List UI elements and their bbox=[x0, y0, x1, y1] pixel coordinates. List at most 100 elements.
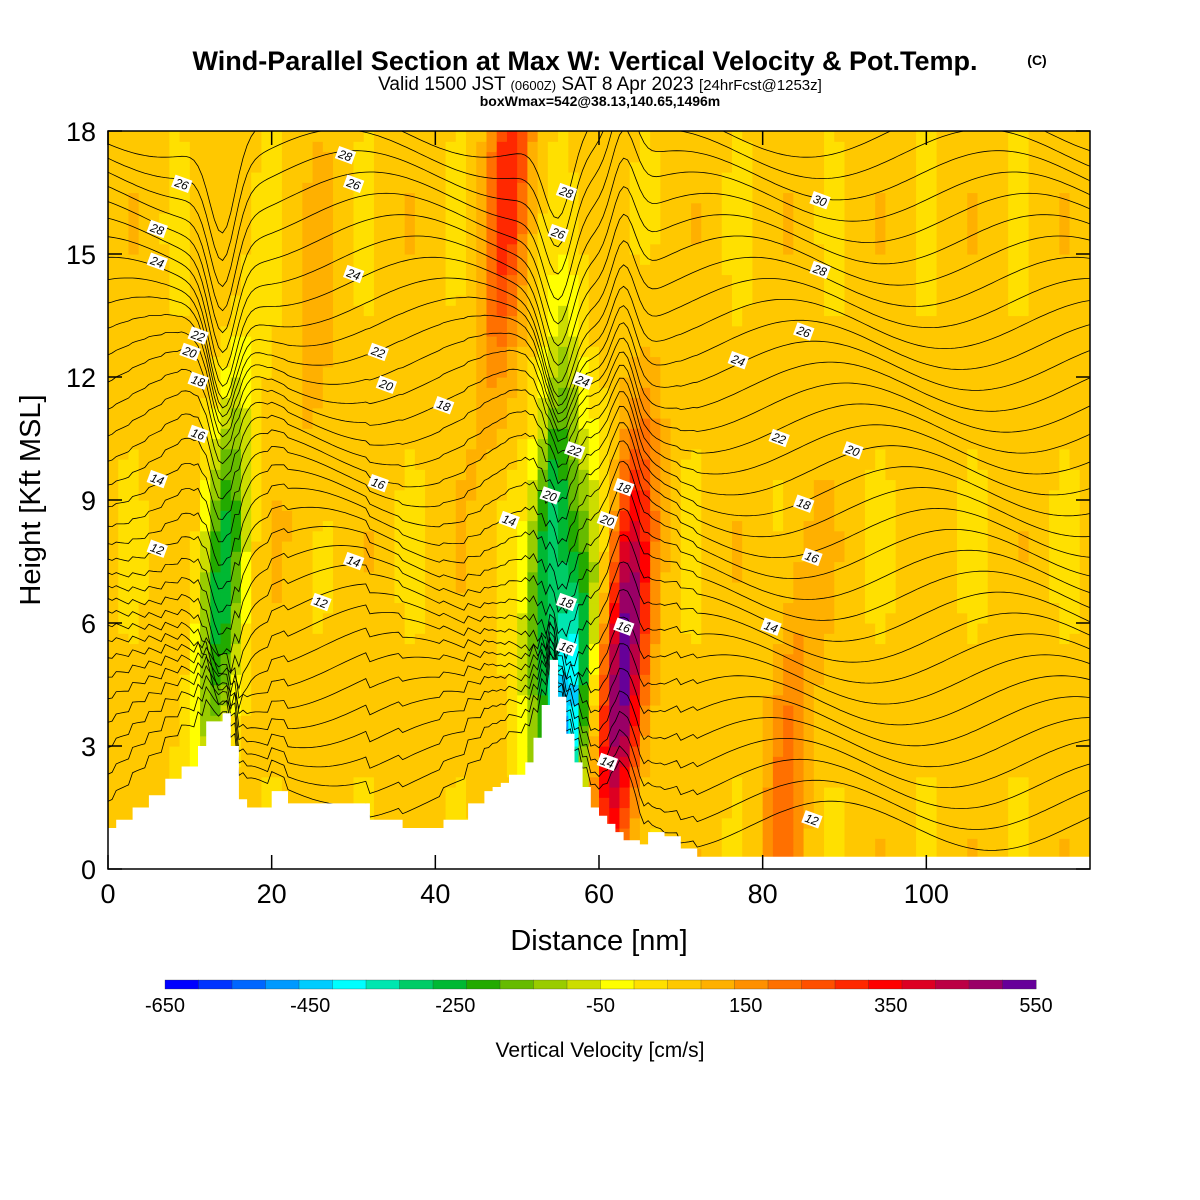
field-cell bbox=[619, 520, 631, 532]
field-cell bbox=[466, 131, 477, 142]
field-cell bbox=[772, 254, 784, 265]
field-cell bbox=[220, 366, 232, 378]
field-cell bbox=[476, 592, 488, 604]
box-wmax-info: boxWmax=542@38.13,140.65,1496m bbox=[480, 93, 721, 109]
field-cell bbox=[558, 500, 569, 511]
field-cell bbox=[803, 213, 815, 224]
field-cell bbox=[486, 377, 498, 388]
field-cell bbox=[691, 530, 702, 542]
field-cell bbox=[742, 520, 754, 532]
field-cell bbox=[292, 500, 303, 511]
field-cell bbox=[476, 387, 488, 399]
field-cell bbox=[609, 141, 621, 153]
field-cell bbox=[701, 848, 713, 860]
field-cell bbox=[588, 223, 600, 235]
field-cell bbox=[701, 725, 713, 737]
field-cell bbox=[578, 233, 590, 245]
field-cell bbox=[629, 776, 641, 788]
field-cell bbox=[547, 161, 559, 173]
field-cell bbox=[639, 612, 651, 624]
field-cell bbox=[793, 653, 805, 665]
field-cell bbox=[425, 387, 436, 399]
field-cell bbox=[343, 715, 355, 727]
field-cell bbox=[609, 582, 621, 593]
field-cell bbox=[251, 746, 263, 757]
field-cell bbox=[251, 530, 263, 542]
field-cell bbox=[711, 387, 723, 399]
field-cell bbox=[363, 295, 375, 306]
field-cell bbox=[333, 602, 344, 614]
field-cell bbox=[108, 264, 119, 276]
field-cell bbox=[813, 653, 825, 665]
field-cell bbox=[138, 746, 150, 757]
field-cell bbox=[322, 705, 334, 716]
field-cell bbox=[251, 233, 263, 245]
field-cell bbox=[803, 694, 815, 706]
field-cell bbox=[373, 551, 385, 563]
field-cell bbox=[240, 182, 252, 194]
field-cell bbox=[363, 131, 375, 142]
field-cell bbox=[455, 787, 467, 798]
field-cell bbox=[772, 387, 784, 399]
field-cell bbox=[568, 489, 580, 501]
field-cell bbox=[128, 448, 140, 460]
field-cell bbox=[639, 571, 651, 583]
field-cell bbox=[547, 131, 559, 142]
field-cell bbox=[200, 530, 211, 542]
field-cell bbox=[721, 582, 733, 593]
field-cell bbox=[721, 295, 733, 306]
field-cell bbox=[629, 817, 641, 829]
field-cell bbox=[547, 510, 559, 522]
field-cell bbox=[292, 274, 303, 286]
field-cell bbox=[629, 571, 641, 583]
field-cell bbox=[650, 141, 661, 153]
field-cell bbox=[466, 448, 477, 460]
field-cell bbox=[220, 223, 232, 235]
field-cell bbox=[721, 520, 733, 532]
field-cell bbox=[353, 643, 365, 655]
field-cell bbox=[588, 633, 600, 645]
field-cell bbox=[527, 448, 539, 460]
field-cell bbox=[445, 746, 457, 757]
field-cell bbox=[680, 356, 692, 368]
field-cell bbox=[486, 243, 498, 255]
field-cell bbox=[701, 284, 713, 296]
field-cell bbox=[363, 141, 375, 153]
field-cell bbox=[118, 407, 130, 419]
field-cell bbox=[292, 315, 303, 327]
field-cell bbox=[138, 674, 150, 686]
field-cell bbox=[691, 264, 702, 276]
field-cell bbox=[271, 684, 283, 696]
field-cell bbox=[670, 817, 682, 829]
field-cell bbox=[609, 407, 621, 419]
field-cell bbox=[425, 787, 436, 798]
field-cell bbox=[609, 397, 621, 409]
field-cell bbox=[261, 797, 273, 809]
field-cell bbox=[251, 756, 263, 768]
field-cell bbox=[292, 561, 303, 573]
field-cell bbox=[179, 131, 191, 142]
field-cell bbox=[711, 469, 723, 481]
field-cell bbox=[691, 469, 702, 481]
field-cell bbox=[486, 592, 498, 604]
field-cell bbox=[435, 776, 447, 788]
field-cell bbox=[721, 428, 733, 440]
field-cell bbox=[302, 489, 314, 501]
field-cell bbox=[670, 377, 682, 388]
field-cell bbox=[312, 397, 324, 409]
field-cell bbox=[639, 694, 651, 706]
field-cell bbox=[496, 643, 508, 655]
field-cell bbox=[517, 623, 528, 634]
field-cell bbox=[363, 551, 375, 563]
field-cell bbox=[752, 243, 764, 255]
field-cell bbox=[721, 725, 733, 737]
field-cell bbox=[363, 633, 375, 645]
field-cell bbox=[476, 377, 488, 388]
field-cell bbox=[476, 541, 488, 552]
field-cell bbox=[527, 325, 539, 337]
field-cell bbox=[148, 705, 160, 716]
field-cell bbox=[148, 295, 160, 306]
field-cell bbox=[486, 131, 498, 142]
field-cell bbox=[435, 817, 447, 829]
field-cell bbox=[486, 725, 498, 737]
